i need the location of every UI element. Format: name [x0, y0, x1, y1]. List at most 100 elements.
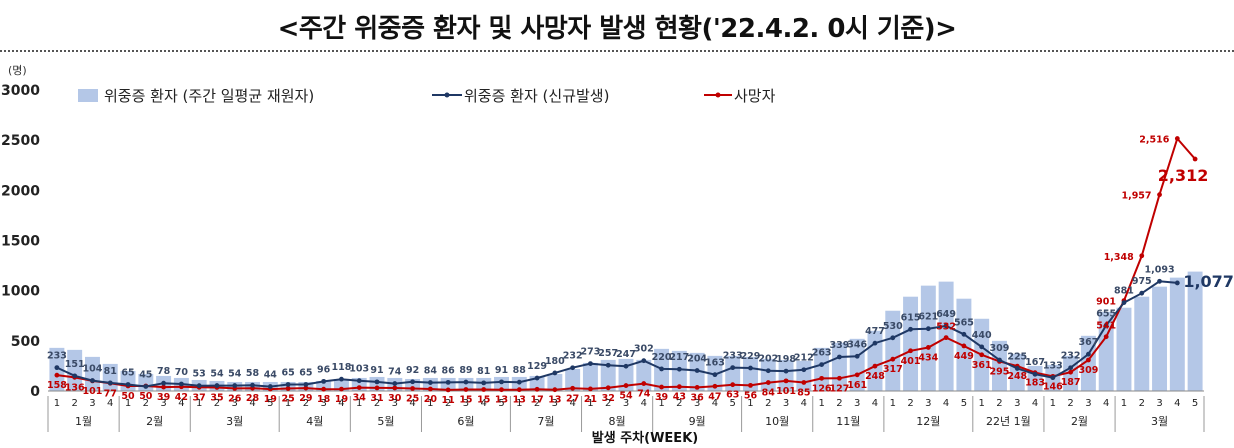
- month-label: 6월: [457, 415, 474, 428]
- severe-point: [125, 382, 131, 387]
- deaths-data-label: 74: [637, 389, 651, 400]
- severe-point: [516, 379, 522, 385]
- severe-point: [303, 382, 309, 387]
- deaths-point: [285, 386, 291, 391]
- deaths-point: [516, 387, 522, 393]
- deaths-data-label: 19: [264, 394, 277, 405]
- severe-data-label: 565: [954, 317, 974, 328]
- deaths-point: [837, 375, 842, 381]
- severe-point: [854, 353, 860, 359]
- deaths-data-label: 532: [936, 322, 956, 333]
- severe-point: [605, 362, 611, 368]
- week-tick-label: 4: [249, 398, 255, 409]
- deaths-data-label: 43: [673, 392, 686, 403]
- severe-data-label: 975: [1132, 276, 1152, 287]
- severe-point: [356, 378, 362, 384]
- week-tick-label: 4: [338, 398, 344, 409]
- severe-data-label: 220: [652, 352, 672, 363]
- deaths-data-label: 36: [691, 392, 705, 403]
- deaths-data-label: 183: [1025, 378, 1045, 389]
- deaths-data-label: 1,348: [1104, 252, 1134, 263]
- deaths-data-label: 42: [175, 392, 188, 403]
- deaths-data-label: 31: [370, 393, 383, 404]
- deaths-point: [392, 385, 398, 391]
- severe-point: [214, 383, 220, 388]
- deaths-data-label: 47: [708, 391, 721, 402]
- severe-point: [481, 380, 487, 386]
- week-tick-label: 2: [534, 398, 540, 409]
- deaths-point: [819, 375, 825, 381]
- bar-weekly-avg: [1116, 307, 1132, 391]
- severe-point: [588, 361, 593, 367]
- week-tick-label: 3: [1085, 398, 1091, 409]
- deaths-point: [499, 387, 504, 393]
- month-label: 3월: [226, 415, 243, 428]
- y-tick-label: 1500: [1, 234, 40, 250]
- severe-point: [1121, 300, 1127, 306]
- week-tick-label: 1: [427, 398, 433, 409]
- severe-data-label: 477: [865, 326, 885, 337]
- deaths-data-label: 317: [883, 364, 903, 375]
- deaths-data-label: 361: [972, 360, 992, 371]
- bar-weekly-avg: [1187, 271, 1203, 391]
- severe-data-label: 129: [527, 361, 547, 372]
- severe-point: [730, 365, 736, 371]
- deaths-data-label: 21: [584, 394, 597, 405]
- deaths-point: [374, 385, 380, 391]
- week-tick-label: 4: [107, 398, 113, 409]
- month-label: 10월: [765, 415, 789, 428]
- deaths-data-label: 56: [744, 390, 758, 401]
- severe-point: [534, 375, 540, 381]
- week-tick-label: 3: [694, 398, 700, 409]
- week-tick-label: 3: [392, 398, 398, 409]
- severe-point: [374, 379, 380, 385]
- month-label: 3월: [1151, 415, 1168, 428]
- bar-weekly-avg: [565, 368, 581, 391]
- bar-weekly-avg: [920, 285, 936, 391]
- severe-point: [748, 365, 753, 371]
- severe-point: [427, 380, 433, 385]
- x-axis-title: 발생 주차(WEEK): [592, 430, 698, 446]
- severe-data-label: 530: [883, 321, 903, 332]
- severe-data-label: 65: [299, 367, 312, 378]
- severe-data-label: 65: [281, 367, 294, 378]
- deaths-point: [641, 381, 647, 386]
- week-tick-label: 1: [818, 398, 824, 409]
- severe-data-label: 229: [741, 351, 761, 362]
- deaths-point: [748, 382, 753, 388]
- deaths-point: [54, 372, 60, 378]
- severe-point: [783, 368, 789, 374]
- severe-data-label: 96: [317, 364, 331, 375]
- week-tick-label: 3: [552, 398, 558, 409]
- severe-point: [196, 383, 202, 389]
- deaths-data-label: 25: [281, 393, 294, 404]
- week-tick-label: 1: [285, 398, 291, 409]
- severe-data-label: 54: [228, 369, 242, 380]
- month-label: 2월: [146, 415, 163, 428]
- severe-data-label: 257: [598, 348, 618, 359]
- deaths-data-label: 26: [228, 393, 242, 404]
- bar-weekly-avg: [600, 359, 616, 391]
- deaths-point: [1192, 156, 1198, 162]
- severe-data-label: 621: [918, 312, 938, 323]
- month-label: 2월: [1071, 415, 1088, 428]
- severe-point: [1032, 371, 1038, 377]
- month-label: 22년 1월: [986, 415, 1031, 428]
- deaths-point: [552, 387, 558, 393]
- deaths-data-label: 401: [901, 356, 921, 367]
- severe-data-label: 263: [812, 348, 832, 359]
- severe-point: [641, 358, 647, 364]
- severe-point: [676, 366, 682, 372]
- week-tick-label: 2: [214, 398, 220, 409]
- week-tick-label: 2: [765, 398, 771, 409]
- severe-data-label: 88: [513, 365, 527, 376]
- legend-marker-severe: [444, 92, 450, 98]
- severe-point: [925, 326, 931, 332]
- deaths-data-label: 161: [847, 380, 867, 391]
- week-tick-label: 1: [516, 398, 522, 409]
- bar-weekly-avg: [1134, 296, 1150, 391]
- deaths-data-label: 18: [317, 394, 331, 405]
- deaths-point: [1157, 192, 1162, 198]
- deaths-point: [979, 352, 985, 358]
- severe-point: [392, 381, 398, 386]
